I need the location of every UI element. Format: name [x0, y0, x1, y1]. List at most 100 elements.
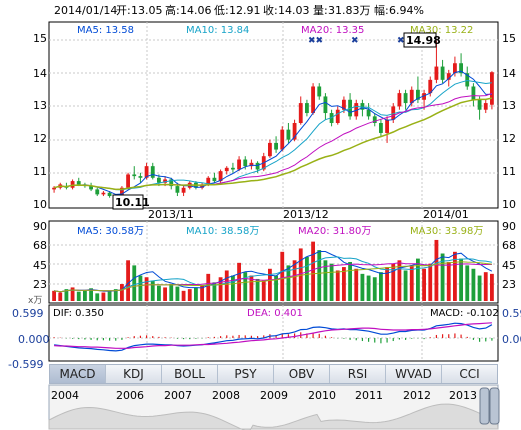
- price-ma-legend: MA5: 13.58 MA10: 13.84 MA20: 13.35 MA30:…: [77, 25, 473, 36]
- volume-bar: [372, 277, 377, 301]
- price-x-labels: 2013/11 2013/12 2014/01: [148, 208, 469, 221]
- candle-body: [434, 66, 439, 80]
- event-markers: ✖✖ ✖ ✖: [308, 36, 405, 46]
- timeline-year: 2013: [449, 389, 477, 402]
- vol-tick-left: 23: [33, 278, 47, 291]
- volume-bar: [113, 289, 118, 301]
- candle-body: [95, 189, 100, 195]
- timeline-year: 2011: [355, 389, 383, 402]
- candle-body: [366, 109, 371, 117]
- vol-tick-right: 45: [502, 259, 516, 272]
- macd-tick-right: 0.000: [502, 333, 521, 346]
- candle-body: [255, 162, 260, 170]
- candle-body: [200, 184, 204, 188]
- volume-bar: [157, 285, 161, 301]
- volume-bar: [249, 275, 254, 301]
- volume-bar: [58, 292, 63, 301]
- max-price-label: 14.98: [406, 34, 441, 47]
- price-tick-right: 13: [502, 99, 516, 112]
- candle-body: [416, 89, 420, 100]
- tab-wvad[interactable]: WVAD: [386, 365, 442, 383]
- volume-bar: [181, 290, 186, 301]
- candle-body: [107, 192, 112, 197]
- volume-bar: [255, 278, 260, 301]
- candle-body: [157, 177, 161, 183]
- candle-body: [360, 103, 365, 110]
- candle-body: [453, 63, 457, 74]
- header-volume: 31.83万: [328, 4, 371, 17]
- candle-body: [52, 187, 56, 190]
- volume-bar: [477, 275, 482, 301]
- price-tick-left: 14: [33, 67, 47, 80]
- volume-bar: [366, 275, 371, 301]
- volume-bar: [292, 260, 297, 301]
- event-marker-icon: ✖: [397, 36, 405, 46]
- tab-rsi[interactable]: RSI: [330, 365, 386, 383]
- candle-body: [397, 93, 402, 107]
- timeline-years: 2004 2006 2007 2008 2009 2010 2011 2012 …: [51, 389, 477, 402]
- volume-bar: [280, 251, 285, 301]
- dif-line: [54, 322, 493, 352]
- event-marker-icon: ✖: [351, 36, 359, 46]
- min-price-label: 10.11: [115, 196, 150, 209]
- vol-tick-left: 45: [33, 259, 47, 272]
- volume-bar: [187, 289, 192, 301]
- price-tick-left: 15: [33, 32, 47, 45]
- candle-body: [144, 166, 149, 178]
- volume-panel-frame: [48, 220, 499, 304]
- event-marker-icon: ✖✖: [308, 36, 323, 46]
- vol-tick-right: 68: [502, 239, 516, 252]
- volume-bar: [483, 272, 488, 301]
- price-tick-right: 12: [502, 132, 516, 145]
- candle-body: [323, 96, 328, 114]
- header-change: 6.94%: [389, 4, 424, 17]
- timeline-year: 2009: [260, 389, 288, 402]
- price-tick-right: 14: [502, 67, 516, 80]
- volume-bar: [70, 287, 75, 301]
- volume-y-ticks: 90 68 45 23 90 68 45 23 x万: [28, 220, 516, 306]
- tab-macd[interactable]: MACD: [50, 365, 106, 383]
- volume-bar: [440, 253, 445, 301]
- candle-body: [212, 177, 217, 182]
- candle-body: [490, 72, 494, 105]
- ma30-label: MA30: 13.22: [410, 25, 473, 36]
- tab-obv[interactable]: OBV: [274, 365, 330, 383]
- volume-bar: [422, 268, 426, 301]
- tab-boll[interactable]: BOLL: [162, 365, 218, 383]
- volume-bar: [274, 275, 278, 301]
- volume-bar: [403, 270, 408, 301]
- x-label: 2013/11: [148, 208, 194, 221]
- macd-panel-frame: [48, 304, 499, 362]
- volume-bar: [120, 284, 124, 301]
- header-open: 13.05: [131, 4, 163, 17]
- header-low-label: 低:: [214, 4, 229, 17]
- candle-body: [311, 86, 315, 114]
- volume-bar: [107, 290, 112, 301]
- candle-body: [298, 103, 303, 123]
- tab-kdj[interactable]: KDJ: [106, 365, 162, 383]
- candle-body: [101, 192, 106, 195]
- volume-bar: [286, 265, 291, 301]
- volume-bar: [311, 241, 315, 301]
- tab-psy[interactable]: PSY: [218, 365, 274, 383]
- price-tick-left: 10: [33, 198, 47, 211]
- candlesticks: [52, 40, 494, 203]
- volume-bar: [126, 260, 130, 301]
- min-price-callout: 10.11: [112, 194, 150, 210]
- timeline-left-handle[interactable]: [479, 387, 490, 425]
- candle-body: [268, 142, 272, 157]
- header-high-label: 高:: [165, 3, 180, 17]
- volume-bar: [453, 251, 457, 301]
- volume-bar: [231, 275, 235, 301]
- header-close: 14.03: [278, 4, 310, 17]
- volume-bar: [64, 289, 69, 301]
- volume-bar: [200, 285, 204, 301]
- tab-cci[interactable]: CCI: [459, 367, 480, 381]
- volume-bar: [76, 291, 81, 301]
- timeline-strip[interactable]: 2004 2006 2007 2008 2009 2010 2011 2012 …: [48, 384, 500, 430]
- volume-bar: [416, 258, 420, 301]
- volume-bar: [261, 280, 266, 301]
- timeline-right-handle[interactable]: [489, 387, 500, 425]
- vol-tick-left: 90: [33, 220, 47, 233]
- volume-bar: [335, 270, 340, 301]
